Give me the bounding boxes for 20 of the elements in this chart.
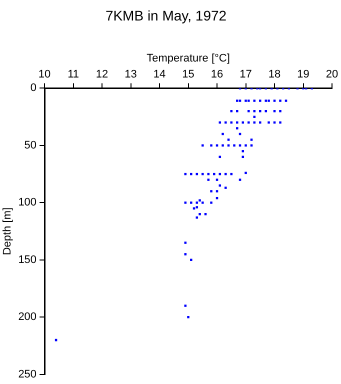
x-tick-label: 15 — [182, 68, 194, 81]
x-tick-label: 10 — [38, 68, 51, 81]
x-tick-label: 16 — [210, 68, 224, 81]
y-tick-label: 150 — [18, 254, 37, 266]
y-axis-title: Depth [m] — [2, 207, 14, 256]
x-tick-label: 19 — [297, 68, 310, 81]
x-tick-label: 18 — [268, 68, 281, 81]
x-tick-label: 11 — [68, 68, 80, 81]
y-tick-label: 50 — [24, 139, 37, 152]
chart-title: 7KMB in May, 1972 — [105, 7, 227, 24]
x-tick-label: 17 — [240, 68, 252, 81]
x-tick-label: 14 — [153, 68, 166, 81]
x-axis-title: Temperature [°C] — [146, 52, 230, 64]
y-tick-label: 100 — [18, 196, 37, 209]
y-tick-label: 250 — [18, 368, 37, 380]
x-tick-label: 12 — [96, 68, 108, 81]
x-tick-label: 20 — [326, 68, 338, 81]
y-tick-label: 0 — [30, 82, 37, 94]
y-tick-label: 200 — [18, 311, 37, 324]
x-tick-label: 13 — [124, 68, 137, 81]
